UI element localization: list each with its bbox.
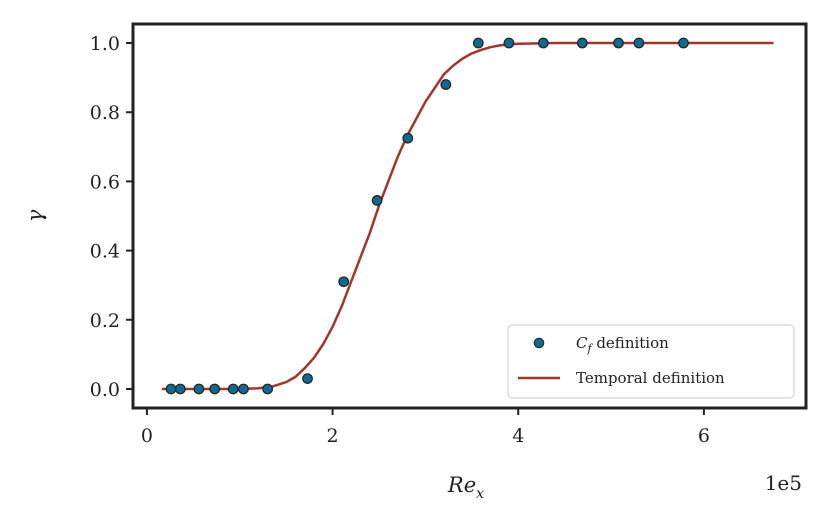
- x-axis-offset-label: 1e5: [765, 471, 802, 495]
- cf-data-point: [371, 195, 383, 206]
- x-tick-label: 6: [698, 425, 710, 447]
- cf-data-point: [338, 276, 350, 288]
- cf-data-point: [209, 383, 221, 395]
- legend-line-label: Temporal definition: [576, 369, 725, 387]
- y-tick-label: 0.4: [90, 241, 120, 263]
- y-axis-label: γ: [23, 209, 47, 222]
- cf-data-point: [165, 383, 177, 395]
- cf-data-point: [302, 373, 313, 384]
- legend-box: [507, 324, 795, 399]
- cf-data-point: [613, 37, 624, 49]
- x-tick-label: 0: [141, 425, 153, 447]
- x-axis-ticks: 0 2 4 6: [141, 408, 710, 447]
- legend: Cf definition Temporal definition: [507, 324, 795, 399]
- y-tick-label: 0.8: [90, 102, 120, 124]
- y-tick-label: 0.6: [90, 171, 120, 193]
- legend-scatter-marker: [533, 337, 545, 349]
- cf-data-point: [193, 383, 205, 395]
- y-tick-label: 0.0: [90, 379, 120, 401]
- cf-data-point: [537, 37, 549, 49]
- scatter-series-layer: [165, 37, 689, 395]
- cf-data-point: [576, 37, 588, 49]
- y-tick-label: 0.2: [90, 310, 120, 332]
- x-tick-label: 2: [327, 425, 339, 447]
- x-axis-label: Rex: [447, 473, 484, 502]
- cf-data-point: [227, 383, 239, 395]
- cf-data-point: [174, 383, 186, 395]
- cf-data-point: [262, 383, 274, 395]
- plot-frame: [131, 22, 808, 410]
- cf-data-point: [633, 37, 645, 49]
- cf-data-point: [503, 37, 515, 49]
- cf-data-point: [678, 37, 689, 49]
- x-tick-label: 4: [512, 425, 524, 447]
- y-tick-label: 1.0: [90, 33, 120, 55]
- cf-data-point: [238, 383, 249, 395]
- cf-data-point: [440, 79, 452, 90]
- cf-data-point: [472, 37, 484, 49]
- cf-data-point: [402, 132, 414, 144]
- legend-scatter-label: Cf definition: [576, 334, 669, 355]
- y-axis-ticks: 0.0 0.2 0.4 0.6 0.8 1.0: [90, 33, 133, 401]
